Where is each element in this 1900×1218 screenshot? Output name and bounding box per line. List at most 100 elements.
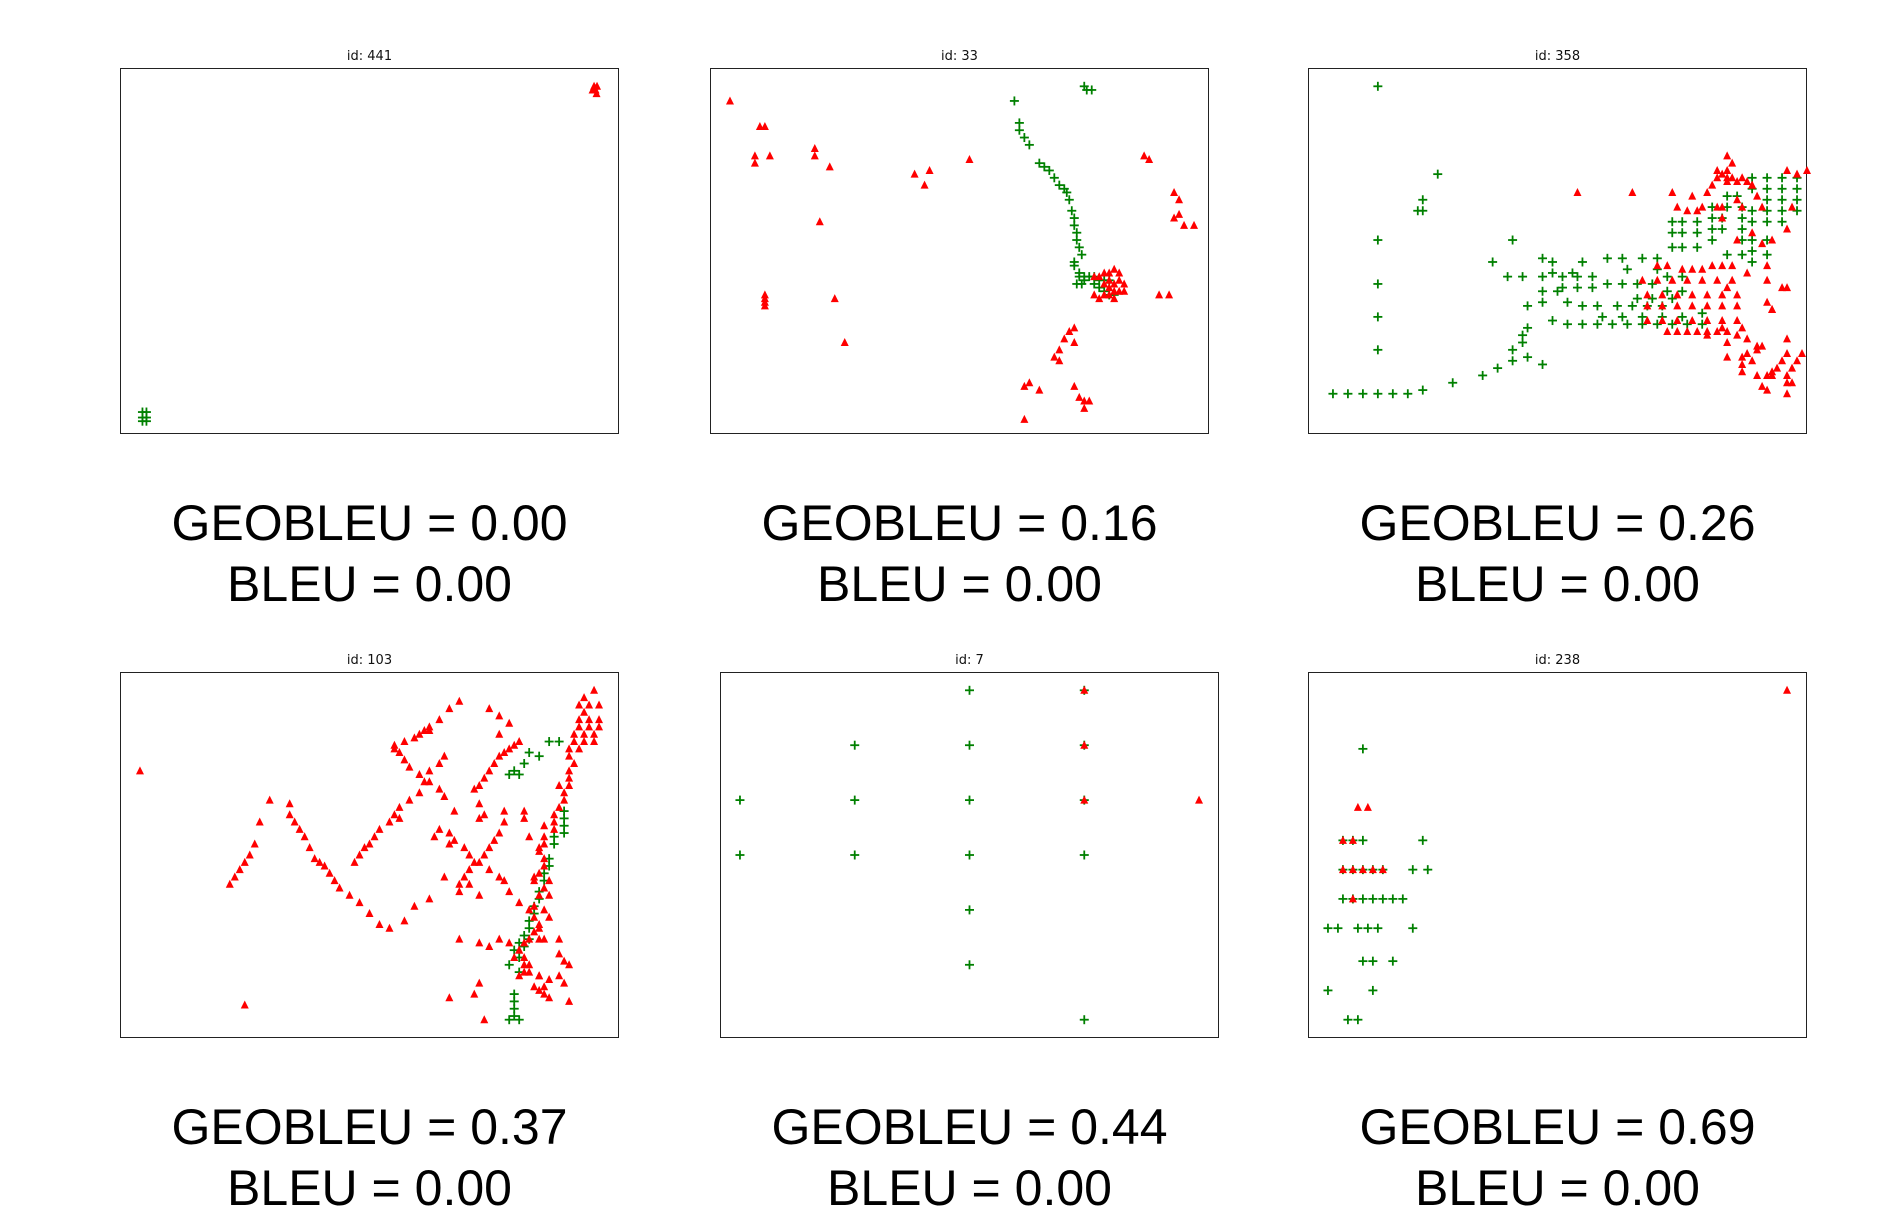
data-point-triangle [515,971,524,980]
data-point-triangle [485,865,494,874]
data-point-triangle [1358,865,1367,874]
data-point-triangle [540,989,549,998]
data-point-triangle [1768,367,1777,376]
data-point-triangle [1713,275,1722,284]
data-point-triangle [585,715,594,724]
data-point-triangle [545,876,554,885]
data-point-triangle [1723,151,1732,160]
data-point-triangle [575,722,584,731]
data-point-triangle [1353,802,1362,811]
data-point-plus [1652,319,1662,329]
data-point-triangle [515,737,524,746]
data-point-triangle [1120,279,1129,288]
data-point-plus [1323,923,1333,933]
data-point-triangle [1758,239,1767,248]
data-point-plus [1378,894,1388,904]
data-point-triangle [520,960,529,969]
data-point-triangle [1733,235,1742,244]
data-point-triangle [1688,264,1697,273]
data-point-triangle [1573,187,1582,196]
data-point-triangle [385,817,394,826]
data-point-triangle [1643,316,1652,325]
data-point-triangle [1065,327,1074,336]
data-point-triangle [480,850,489,859]
data-point-plus [1722,191,1732,201]
data-point-triangle [1060,334,1069,343]
data-point-triangle [370,832,379,841]
scatter-plot [1308,672,1807,1038]
data-point-triangle [365,909,374,918]
data-point-triangle [1723,327,1732,336]
data-point-triangle [1763,385,1772,394]
data-point-triangle [1673,327,1682,336]
data-point-triangle [480,773,489,782]
data-point-plus [1792,206,1802,216]
data-point-triangle [1070,323,1079,332]
data-point-plus [1622,319,1632,329]
data-point-plus [1448,378,1458,388]
data-point-triangle [395,748,404,757]
data-point-plus [1087,85,1097,95]
data-point-plus [1333,923,1343,933]
data-point-plus [1707,224,1717,234]
data-point-triangle [330,876,339,885]
panel-title: id: 7 [955,653,984,668]
data-point-triangle [750,158,759,167]
data-point-plus [1072,235,1082,245]
data-point-triangle [1688,191,1697,200]
data-point-plus [1328,389,1338,399]
data-point-plus [1343,389,1353,399]
data-point-triangle [1658,301,1667,310]
data-point-triangle [765,151,774,160]
data-point-triangle [415,729,424,738]
data-point-plus [1747,257,1757,267]
data-point-triangle [1155,290,1164,299]
bleu-score: BLEU = 0.00 [227,1160,512,1216]
data-point-triangle [495,934,504,943]
data-point-triangle [565,751,574,760]
data-point-triangle [390,740,399,749]
data-point-triangle [525,905,534,914]
data-point-plus [1567,268,1577,278]
data-point-triangle [540,982,549,991]
data-point-triangle [560,978,569,987]
data-point-triangle [1338,835,1347,844]
data-point-triangle [1678,264,1687,273]
data-point-triangle [1673,202,1682,211]
data-point-plus [1737,213,1747,223]
data-point-triangle [965,155,974,163]
data-point-triangle [592,89,601,98]
data-point-triangle [1170,213,1179,222]
data-point-triangle [535,890,544,899]
data-point-triangle [240,857,249,866]
data-point-plus [1062,187,1072,197]
data-point-plus [1662,286,1672,296]
panel-title: id: 441 [346,49,393,64]
geobleu-score: GEOBLEU = 0.37 [171,1099,568,1155]
data-point-plus [1069,220,1079,230]
data-point-triangle [1683,327,1692,336]
data-point-plus [524,923,534,933]
data-point-triangle [1783,334,1792,343]
geobleu-score: GEOBLEU = 0.16 [761,495,1158,551]
data-point-triangle [1723,352,1732,361]
data-point-triangle [250,839,259,848]
data-point-plus [1503,272,1513,282]
data-point-triangle [300,832,309,841]
data-point-triangle [555,934,564,943]
data-point-triangle [500,806,509,815]
data-point-plus [1553,286,1562,296]
data-point-plus [1538,286,1548,296]
data-point-triangle [505,887,514,896]
data-point-plus [1488,257,1498,267]
scatter-plot [710,68,1209,434]
data-point-plus [1617,312,1627,322]
data-point-triangle [360,843,369,852]
data-point-plus [1667,242,1677,252]
data-point-triangle [1643,290,1652,299]
data-point-triangle [1763,275,1772,284]
data-point-plus [1577,301,1587,311]
data-point-triangle [425,766,434,775]
data-point-plus [1009,96,1019,106]
data-point-plus [1697,319,1707,329]
